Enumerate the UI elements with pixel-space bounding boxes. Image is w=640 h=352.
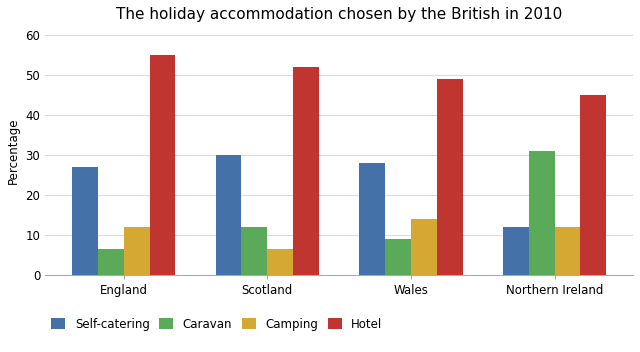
Bar — [411, 219, 437, 275]
Bar — [385, 239, 411, 275]
Bar — [437, 79, 463, 275]
Bar — [503, 227, 529, 275]
Bar — [293, 67, 319, 275]
Bar — [150, 55, 175, 275]
Bar — [359, 163, 385, 275]
Bar — [555, 227, 580, 275]
Legend: Self-catering, Caravan, Camping, Hotel: Self-catering, Caravan, Camping, Hotel — [51, 318, 383, 331]
Bar — [580, 95, 606, 275]
Title: The holiday accommodation chosen by the British in 2010: The holiday accommodation chosen by the … — [116, 7, 563, 22]
Bar — [529, 151, 555, 275]
Bar — [72, 167, 98, 275]
Bar — [268, 249, 293, 275]
Bar — [124, 227, 150, 275]
Bar — [216, 155, 241, 275]
Bar — [241, 227, 268, 275]
Bar — [98, 249, 124, 275]
Y-axis label: Percentage: Percentage — [7, 118, 20, 184]
